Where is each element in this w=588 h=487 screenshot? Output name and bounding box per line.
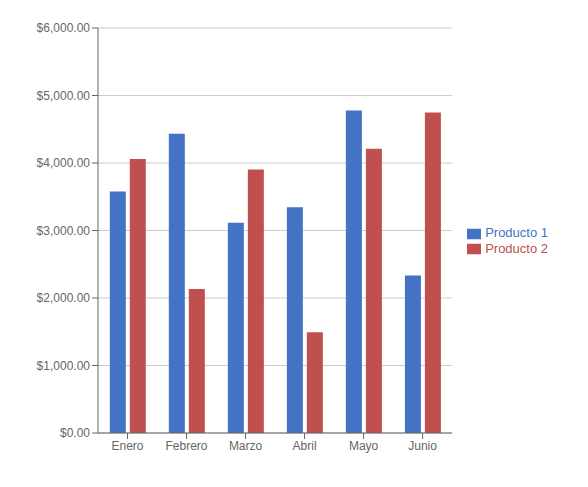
html-text:Producto 2: Producto 2 [485,240,548,256]
svg-text:Mayo: Mayo [349,439,379,453]
svg-text:$6,000.00: $6,000.00 [37,21,91,35]
svg-text:$4,000.00: $4,000.00 [37,156,91,170]
html-text:Producto 1: Producto 1 [485,224,548,240]
svg-text:$3,000.00: $3,000.00 [37,224,91,238]
svg-text:$2,000.00: $2,000.00 [37,291,91,305]
svg-text:$5,000.00: $5,000.00 [37,89,91,103]
svg-text:$0.00: $0.00 [60,426,90,440]
svg-text:Enero: Enero [111,439,143,453]
svg-text:Abril: Abril [293,439,317,453]
svg-text:$1,000.00: $1,000.00 [37,359,91,373]
svg-text:Marzo: Marzo [229,439,263,453]
svg-text:Febrero: Febrero [166,439,208,453]
svg-text:Junio: Junio [408,439,437,453]
